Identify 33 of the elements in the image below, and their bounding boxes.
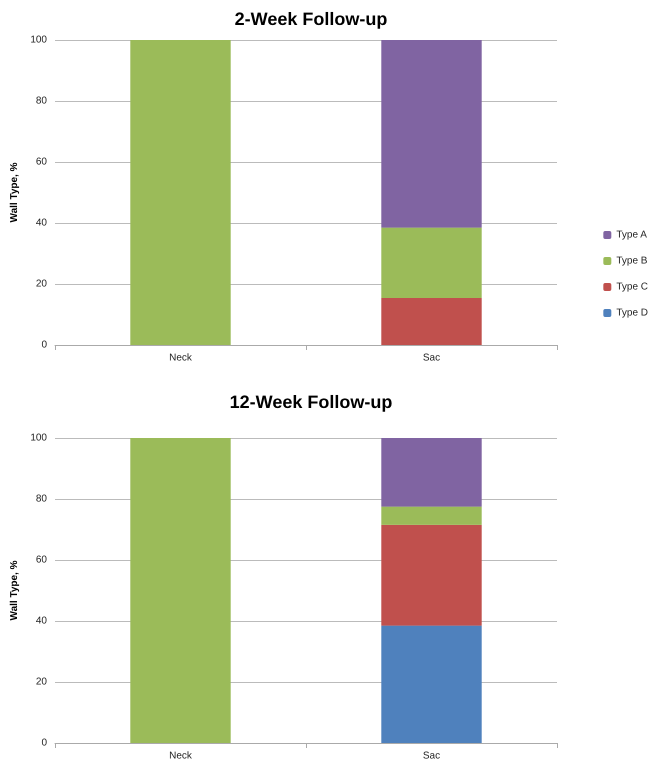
chart-title: 12-Week Follow-up	[230, 392, 392, 412]
y-tick-label: 60	[36, 156, 48, 168]
x-tick-label: Neck	[169, 352, 193, 364]
y-tick-label: 60	[36, 554, 48, 566]
y-tick-label: 100	[30, 34, 48, 46]
legend-label: Type B	[616, 256, 648, 266]
bar	[381, 40, 482, 228]
bar	[381, 626, 482, 743]
y-axis-title: Wall Type, %	[8, 560, 20, 621]
y-tick-label: 100	[30, 432, 48, 444]
bar	[381, 228, 482, 298]
bar	[381, 298, 482, 345]
chart-title: 2-Week Follow-up	[234, 9, 388, 29]
y-axis-title: Wall Type, %	[8, 162, 20, 223]
x-tick-label: Neck	[169, 750, 193, 762]
y-tick-label: 20	[36, 278, 48, 290]
legend-label: Type D	[616, 308, 648, 318]
bar	[381, 438, 482, 507]
y-tick-label: 80	[36, 494, 48, 504]
y-tick-label: 80	[36, 96, 48, 106]
legend-label: Type C	[616, 282, 648, 292]
bar	[381, 524, 482, 626]
y-tick-label: 40	[36, 218, 48, 228]
bar	[130, 40, 231, 345]
y-tick-label: 0	[41, 340, 48, 350]
legend-label: Type A	[616, 230, 648, 240]
y-tick-label: 40	[36, 616, 48, 626]
x-tick-label: Sac	[422, 750, 440, 762]
y-tick-label: 20	[36, 676, 48, 688]
bar	[130, 438, 231, 743]
y-tick-label: 0	[41, 738, 48, 748]
x-tick-label: Sac	[422, 352, 440, 364]
bar	[381, 506, 482, 525]
